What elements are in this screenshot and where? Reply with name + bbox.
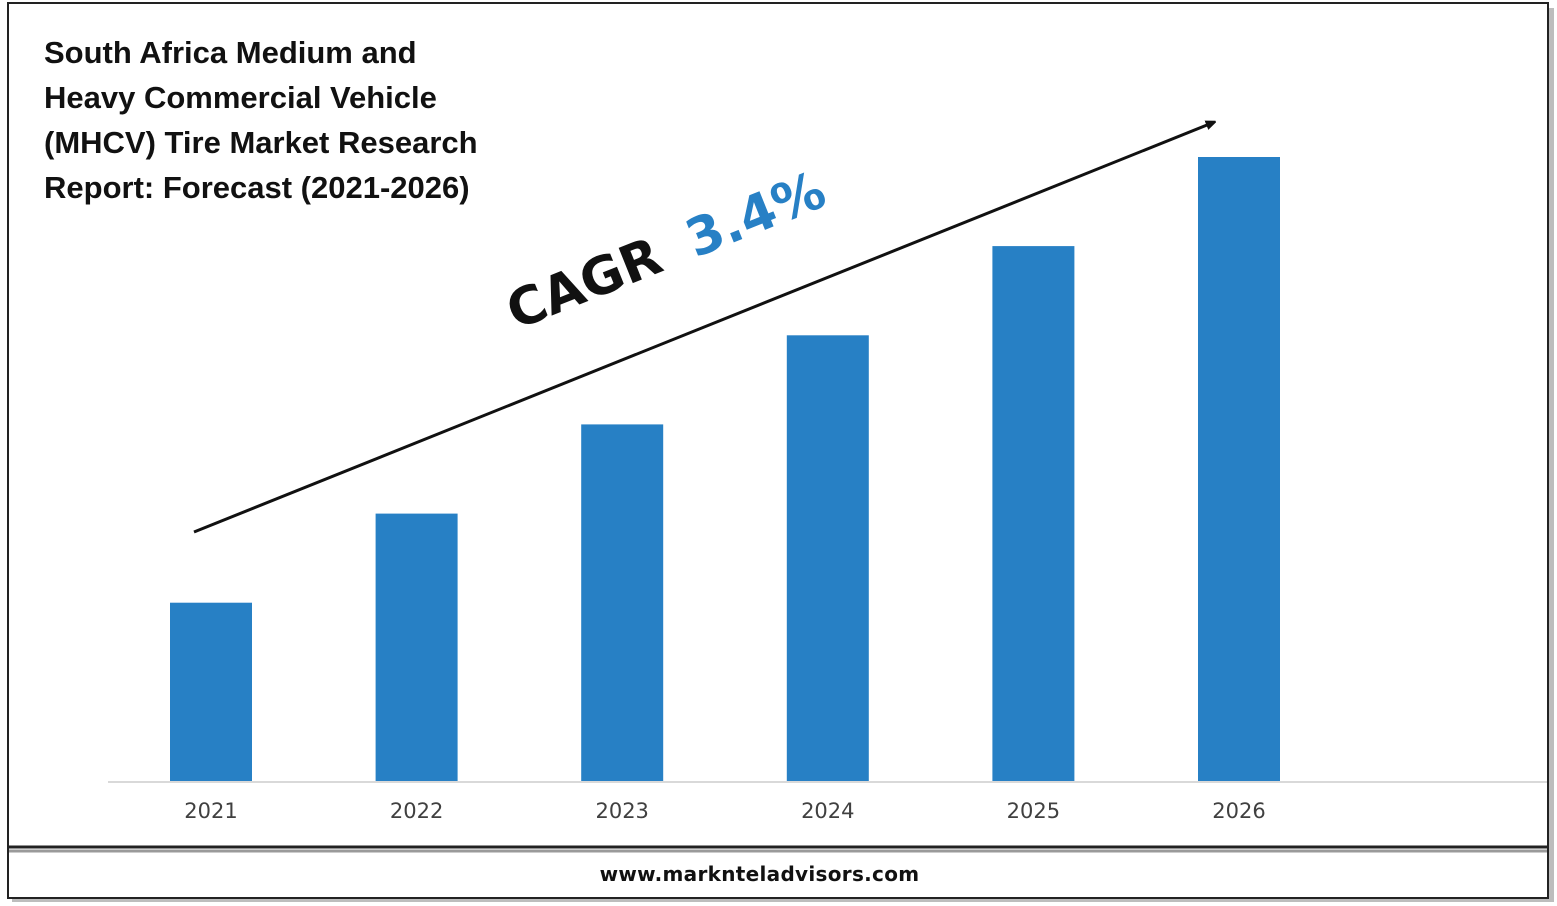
bar-2024 — [786, 335, 869, 781]
bar-2021 — [170, 602, 252, 781]
bar-2025 — [992, 246, 1075, 782]
chart-title: South Africa Medium and Heavy Commercial… — [44, 30, 524, 210]
title-line: (MHCV) Tire Market Research — [44, 125, 478, 160]
bar-2026 — [1198, 157, 1280, 781]
bar-2022 — [375, 513, 458, 781]
title-line: Report: Forecast (2021-2026) — [44, 170, 470, 205]
x-tick-label: 2022 — [390, 799, 443, 823]
frame-border — [7, 2, 1549, 899]
x-tick-labels: 2021 2022 2023 2024 2025 2026 — [184, 799, 1265, 823]
x-tick-label: 2021 — [184, 799, 237, 823]
x-tick-label: 2024 — [801, 799, 854, 823]
bar-2023 — [581, 424, 664, 781]
x-tick-label: 2025 — [1007, 799, 1060, 823]
trend-arrow — [193, 123, 1212, 534]
x-tick-label: 2023 — [595, 799, 648, 823]
title-line: Heavy Commercial Vehicle — [44, 80, 437, 115]
x-tick-label: 2026 — [1212, 799, 1265, 823]
footer-website-link[interactable]: www.marknteladvisors.com — [599, 862, 920, 886]
bars-group — [170, 157, 1280, 782]
title-line: South Africa Medium and — [44, 35, 417, 70]
